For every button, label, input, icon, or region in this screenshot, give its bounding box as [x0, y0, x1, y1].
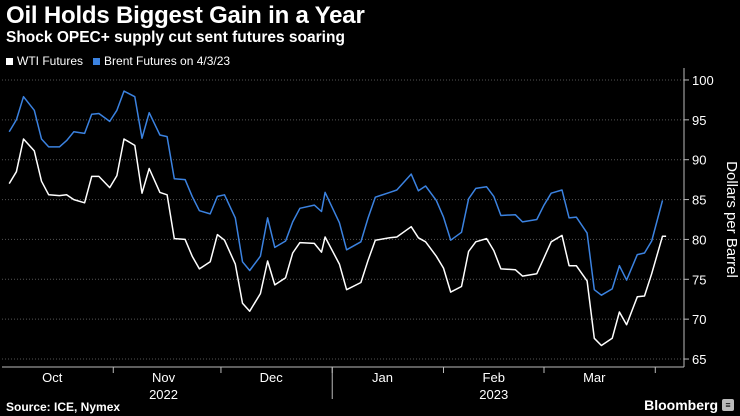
brand-logo: Bloomberg ≡ — [644, 397, 734, 413]
brand-badge-icon: ≡ — [722, 399, 734, 411]
x-tick-label: Dec — [260, 370, 284, 385]
y-tick-label: 80 — [692, 232, 706, 247]
legend: WTI Futures Brent Futures on 4/3/23 — [6, 54, 240, 68]
chart-subtitle: Shock OPEC+ supply cut sent futures soar… — [6, 29, 345, 46]
chart-title: Oil Holds Biggest Gain in a Year — [6, 2, 365, 29]
x-tick-label: Feb — [483, 370, 505, 385]
y-tick-label: 70 — [692, 312, 706, 327]
legend-item-brent: Brent Futures on 4/3/23 — [93, 54, 230, 68]
legend-swatch-wti — [6, 57, 13, 65]
x-year-label: 2022 — [149, 387, 178, 402]
y-tick-label: 75 — [692, 272, 706, 287]
series-line-wti — [8, 138, 667, 347]
y-tick-label: 90 — [692, 153, 706, 168]
x-tick-label: Jan — [372, 370, 393, 385]
y-tick-label: 100 — [692, 73, 714, 88]
x-tick-label: Oct — [42, 370, 63, 385]
legend-label-wti: WTI Futures — [17, 54, 84, 68]
x-tick-label: Mar — [583, 370, 606, 385]
x-year-label: 2023 — [479, 387, 508, 402]
legend-swatch-brent — [93, 57, 101, 65]
brand-name: Bloomberg — [644, 397, 718, 413]
legend-item-wti: WTI Futures — [6, 54, 83, 68]
x-tick-label: Nov — [152, 370, 176, 385]
source-note: Source: ICE, Nymex — [6, 400, 121, 414]
y-tick-label: 65 — [692, 352, 706, 367]
series-line-brent — [8, 90, 664, 296]
y-tick-label: 85 — [692, 193, 706, 208]
y-tick-label: 95 — [692, 113, 706, 128]
y-axis-label: Dollars per Barrel — [723, 161, 740, 278]
legend-label-brent: Brent Futures on 4/3/23 — [104, 54, 231, 68]
